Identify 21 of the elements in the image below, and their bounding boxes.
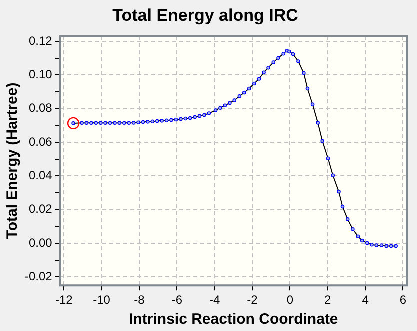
y-tick-label: 0.06 <box>28 134 53 149</box>
x-tick-label: -8 <box>134 293 146 308</box>
x-tick-label: -2 <box>247 293 258 308</box>
y-tick-label: 0.08 <box>28 101 53 116</box>
x-tick-label: -10 <box>93 293 111 308</box>
y-tick-label: 0.02 <box>28 202 53 216</box>
x-tick-label: 0 <box>286 293 294 308</box>
y-axis-title: Total Energy (Hartree) <box>4 82 22 240</box>
chart-title: Total Energy along IRC <box>112 6 298 25</box>
y-tick-label: -0.02 <box>24 269 53 284</box>
x-tick-label: -6 <box>172 293 183 308</box>
y-tick-label: 0.12 <box>28 34 53 48</box>
x-tick-label: -4 <box>210 293 220 308</box>
x-tick-label: -12 <box>55 293 74 308</box>
x-tick-label: 6 <box>400 293 407 308</box>
x-tick-label: 4 <box>362 293 370 308</box>
y-tick-label: 0.04 <box>28 168 53 182</box>
y-tick-label: 0.10 <box>28 67 53 82</box>
x-tick-label: 2 <box>324 293 332 308</box>
x-axis-title: Intrinsic Reaction Coordinate <box>129 311 338 328</box>
y-tick-label: 0.00 <box>28 236 53 250</box>
